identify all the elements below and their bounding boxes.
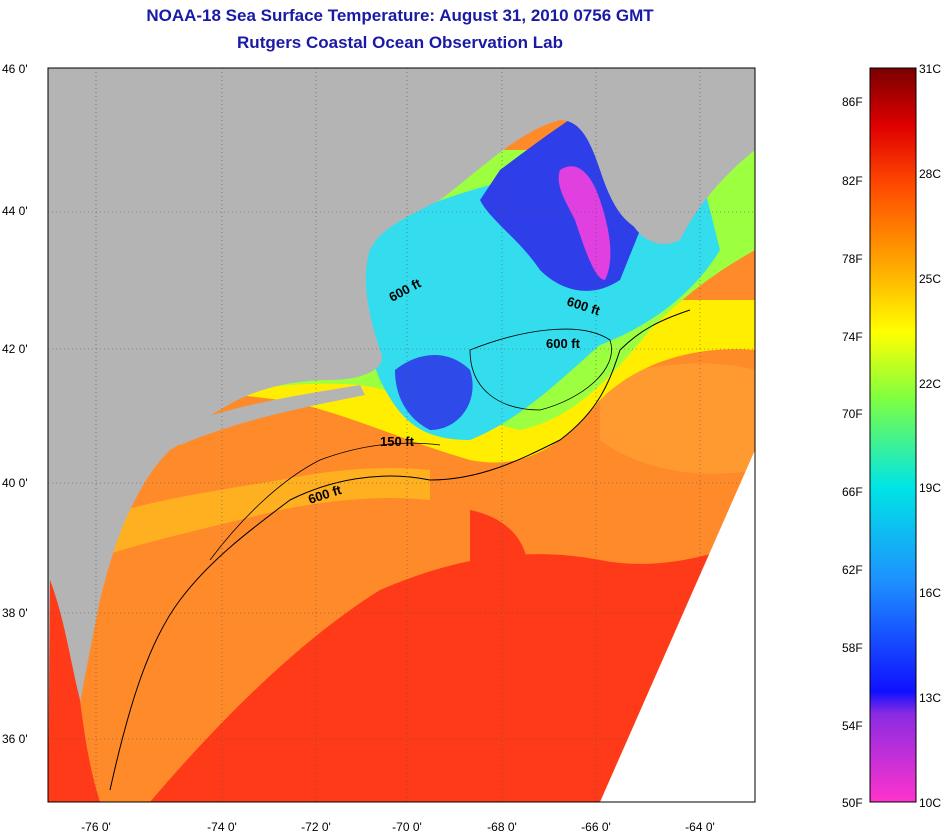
cb-f-86: 86F (842, 95, 863, 109)
land-northeast (48, 68, 755, 780)
contour-georges-bank (469, 328, 612, 411)
map-subtitle: Rutgers Coastal Ocean Observation Lab (237, 33, 563, 52)
lon-label-72: -72 0' (301, 820, 331, 834)
colorbar (869, 67, 917, 803)
lat-label-46: 46 0' (2, 62, 28, 76)
lon-label-64: -64 0' (685, 820, 715, 834)
cb-c-16: 16C (919, 586, 942, 600)
lat-label-40: 40 0' (2, 476, 28, 490)
cb-f-54: 54F (842, 719, 863, 733)
cb-f-62: 62F (842, 563, 863, 577)
cold-water-blue-2 (395, 355, 473, 430)
cb-f-82: 82F (842, 174, 863, 188)
contour-label-600ft-3: 600 ft (546, 336, 581, 351)
lon-label-70: -70 0' (392, 820, 422, 834)
lon-label-74: -74 0' (207, 820, 237, 834)
no-data-wedge (600, 450, 755, 802)
cb-f-50: 50F (842, 796, 863, 810)
lat-label-38: 38 0' (2, 606, 28, 620)
lat-label-44: 44 0' (2, 204, 28, 218)
cb-c-22: 22C (919, 377, 942, 391)
lon-label-76: -76 0' (81, 820, 111, 834)
chesapeake-bay (48, 580, 100, 802)
gulf-stream (150, 540, 755, 802)
cb-c-13: 13C (919, 691, 942, 705)
map-frame (47, 67, 756, 803)
lon-label-66: -66 0' (581, 820, 611, 834)
cb-c-28: 28C (919, 167, 942, 181)
cb-f-58: 58F (842, 641, 863, 655)
land-nova-scotia (628, 80, 755, 244)
contour-150ft (209, 442, 441, 561)
cb-c-25: 25C (919, 272, 942, 286)
cb-c-31: 31C (919, 62, 942, 76)
cb-f-66: 66F (842, 485, 863, 499)
contour-600ft (109, 309, 691, 791)
contour-label-150ft: 150 ft (380, 434, 415, 449)
warm-east (600, 363, 755, 474)
lat-label-42: 42 0' (2, 342, 28, 356)
gulf-stream-eddy (470, 510, 528, 622)
lon-label-68: -68 0' (487, 820, 517, 834)
cb-f-70: 70F (842, 407, 863, 421)
shelf-orange-band (90, 468, 430, 560)
cb-f-78: 78F (842, 252, 863, 266)
coldest-water-magenta (558, 166, 611, 280)
cb-f-74: 74F (842, 330, 863, 344)
lat-label-36: 36 0' (2, 732, 28, 746)
map-title: NOAA-18 Sea Surface Temperature: August … (146, 6, 654, 25)
cb-c-10: 10C (919, 796, 942, 810)
cb-c-19: 19C (919, 481, 942, 495)
